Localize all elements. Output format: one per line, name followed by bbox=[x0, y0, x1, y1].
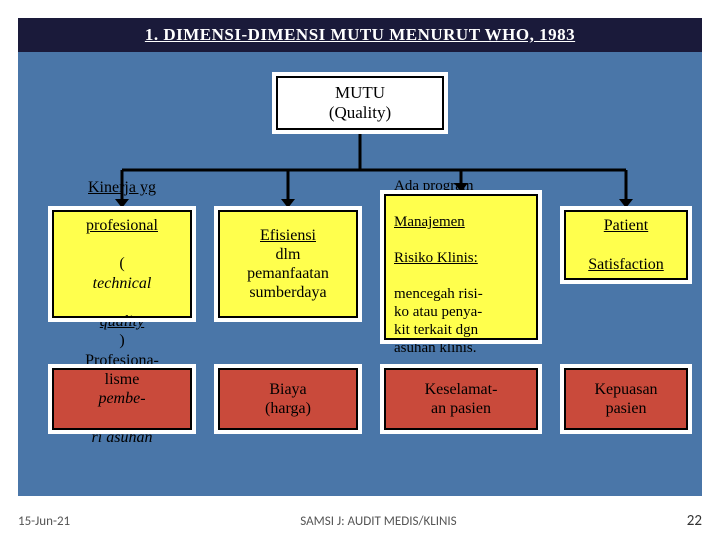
dimension-box-2: Efisiensi dlmpemanfaatansumberdaya bbox=[218, 210, 358, 318]
category-box-3: Keselamat-an pasien bbox=[384, 368, 538, 430]
footer-center: SAMSI J: AUDIT MEDIS/KLINIS bbox=[300, 514, 456, 529]
root-node: MUTU (Quality) bbox=[276, 76, 444, 130]
root-line2: (Quality) bbox=[329, 103, 391, 123]
category-box-2: Biaya(harga) bbox=[218, 368, 358, 430]
footer: 15-Jun-21 SAMSI J: AUDIT MEDIS/KLINIS 22 bbox=[18, 512, 702, 530]
category-box-4: Kepuasanpasien bbox=[564, 368, 688, 430]
title-bar: 1. DIMENSI-DIMENSI MUTU MENURUT WHO, 198… bbox=[18, 18, 702, 52]
dimension-box-1: Kinerja ygprofesional(technicalquality) bbox=[52, 210, 192, 318]
dimension-box-4: PatientSatisfaction bbox=[564, 210, 688, 280]
footer-date: 15-Jun-21 bbox=[18, 514, 70, 529]
root-line1: MUTU bbox=[335, 83, 385, 103]
category-box-1: Profesiona-lisme pembe-ri asuhan bbox=[52, 368, 192, 430]
footer-page: 22 bbox=[687, 512, 702, 530]
title-text: 1. DIMENSI-DIMENSI MUTU MENURUT WHO, 198… bbox=[145, 25, 575, 45]
dimension-box-3: Ada programManajemenRisiko Klinis:menceg… bbox=[384, 194, 538, 340]
